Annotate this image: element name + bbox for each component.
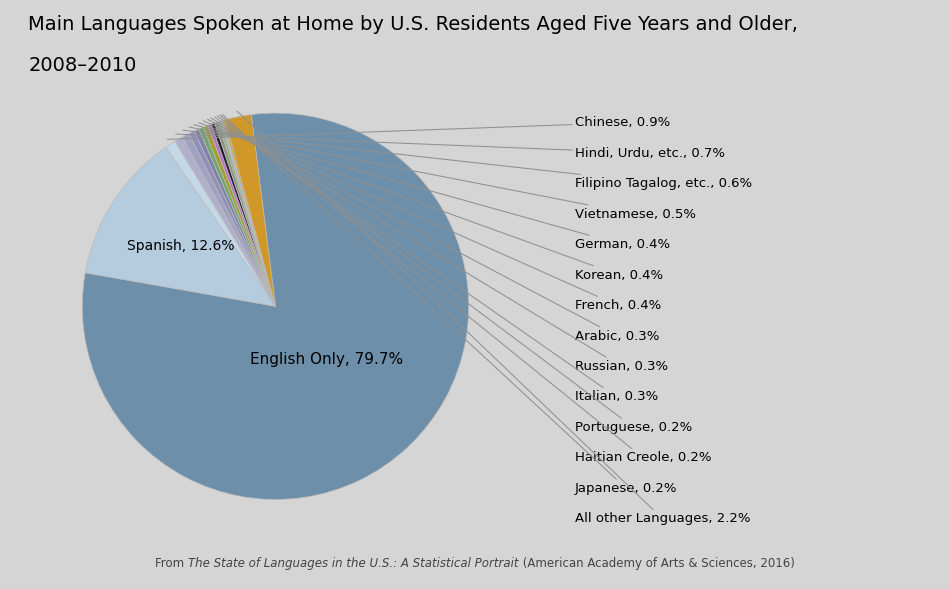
Text: Haitian Creole, 0.2%: Haitian Creole, 0.2% [220, 115, 712, 464]
Wedge shape [189, 131, 276, 306]
Text: (American Academy of Arts & Sciences, 2016): (American Academy of Arts & Sciences, 20… [519, 557, 794, 570]
Wedge shape [166, 141, 276, 306]
Wedge shape [86, 147, 276, 306]
Wedge shape [225, 115, 276, 306]
Text: Hindi, Urdu, etc., 0.7%: Hindi, Urdu, etc., 0.7% [176, 134, 725, 160]
Text: Chinese, 0.9%: Chinese, 0.9% [167, 116, 670, 140]
Wedge shape [83, 113, 468, 499]
Text: Main Languages Spoken at Home by U.S. Residents Aged Five Years and Older,: Main Languages Spoken at Home by U.S. Re… [28, 15, 798, 34]
Wedge shape [208, 124, 276, 306]
Text: German, 0.4%: German, 0.4% [194, 125, 670, 251]
Text: Korean, 0.4%: Korean, 0.4% [199, 123, 663, 282]
Wedge shape [218, 121, 276, 306]
Text: Spanish, 12.6%: Spanish, 12.6% [127, 239, 235, 253]
Text: Russian, 0.3%: Russian, 0.3% [211, 118, 668, 373]
Text: Portuguese, 0.2%: Portuguese, 0.2% [218, 116, 693, 434]
Text: Japanese, 0.2%: Japanese, 0.2% [222, 114, 677, 495]
Text: From: From [156, 557, 188, 570]
Wedge shape [220, 120, 276, 306]
Wedge shape [175, 137, 276, 306]
Text: Vietnamese, 0.5%: Vietnamese, 0.5% [189, 127, 696, 221]
Text: English Only, 79.7%: English Only, 79.7% [250, 352, 403, 367]
Wedge shape [195, 129, 276, 306]
Text: All other Languages, 2.2%: All other Languages, 2.2% [237, 111, 750, 525]
Text: Filipino Tagalog, etc., 0.6%: Filipino Tagalog, etc., 0.6% [183, 130, 752, 190]
Wedge shape [203, 125, 276, 306]
Wedge shape [215, 122, 276, 306]
Text: Italian, 0.3%: Italian, 0.3% [215, 117, 658, 403]
Text: French, 0.4%: French, 0.4% [203, 121, 661, 312]
Wedge shape [211, 123, 276, 306]
Text: 2008–2010: 2008–2010 [28, 56, 137, 75]
Text: The State of Languages in the U.S.: A Statistical Portrait: The State of Languages in the U.S.: A St… [188, 557, 519, 570]
Wedge shape [182, 134, 276, 306]
Wedge shape [222, 120, 276, 306]
Wedge shape [199, 127, 276, 306]
Text: Arabic, 0.3%: Arabic, 0.3% [207, 120, 659, 342]
